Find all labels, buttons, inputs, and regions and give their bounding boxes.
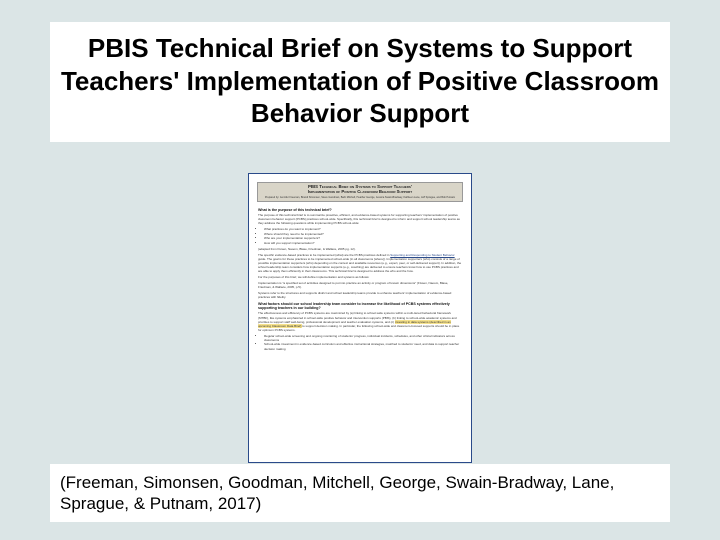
doc-paragraph: Implementation is "a specified set of ac…	[258, 281, 462, 289]
doc-question-2: What factors should our school leadershi…	[258, 302, 462, 310]
doc-paragraph: The specific evidence-based practices to…	[258, 253, 462, 273]
slide: PBIS Technical Brief on Systems to Suppo…	[0, 0, 720, 540]
doc-paragraph: Systems refer to the structures and supp…	[258, 291, 462, 299]
doc-header-byline: Prepared by: Jennifer Freeman, Brandi Si…	[260, 196, 460, 199]
doc-bullet: Where should they need to be implemented…	[264, 232, 462, 236]
slide-title: PBIS Technical Brief on Systems to Suppo…	[58, 32, 662, 130]
doc-bullet: How will you support implementation?	[264, 241, 462, 245]
doc-paragraph: For the purposes of this brief, we will …	[258, 275, 462, 279]
citation-box: (Freeman, Simonsen, Goodman, Mitchell, G…	[50, 464, 670, 523]
doc-question-1: What is the purpose of this technical br…	[258, 208, 462, 212]
doc-bullet-cite: (adapted from Fixsen, Naoom, Blase, Frie…	[258, 247, 462, 251]
title-box: PBIS Technical Brief on Systems to Suppo…	[50, 22, 670, 142]
doc-paragraph: The purpose of this technical brief is t…	[258, 213, 462, 225]
doc-bullet-list: What practices do you want to implement?…	[264, 227, 462, 245]
document-header: PBIS Technical Brief on Systems to Suppo…	[257, 182, 463, 202]
doc-header-line2: Implementation of Positive Classroom Beh…	[260, 190, 460, 195]
doc-bullet: School-wide investment in evidence-based…	[264, 342, 462, 350]
doc-bullet: Who are your implementation supporters?	[264, 236, 462, 240]
doc-paragraph: The effectiveness and efficiency of PCBS…	[258, 311, 462, 331]
document-body: What is the purpose of this technical br…	[257, 205, 463, 454]
doc-bullet-list: Regular school-wide screening and ongoin…	[264, 334, 462, 351]
citation-text: (Freeman, Simonsen, Goodman, Mitchell, G…	[60, 472, 660, 515]
doc-bullet: Regular school-wide screening and ongoin…	[264, 334, 462, 342]
document-page: PBIS Technical Brief on Systems to Suppo…	[257, 182, 463, 454]
document-thumbnail: PBIS Technical Brief on Systems to Suppo…	[248, 173, 472, 463]
doc-bullet: What practices do you want to implement?	[264, 227, 462, 231]
